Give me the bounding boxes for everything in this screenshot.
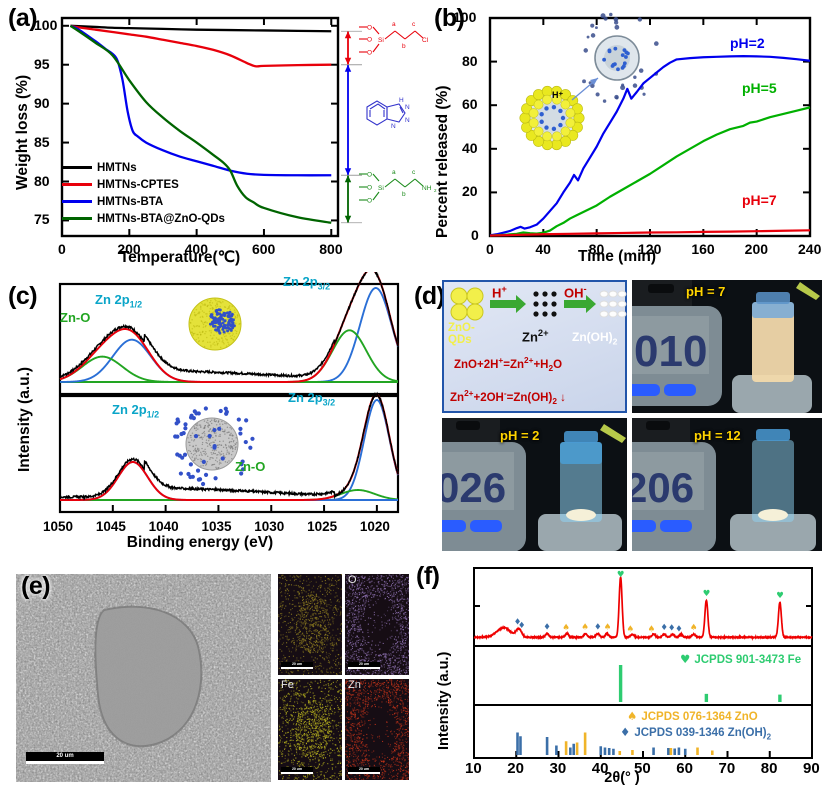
scheme-equation-1: ZnO+2H+=Zn2++H2O — [454, 356, 562, 373]
svg-text:O: O — [367, 198, 372, 205]
annotation-ph5: pH=5 — [742, 80, 777, 96]
panel-a-legend: HMTNs HMTNs-CPTES HMTNs-BTA HMTNs-BTA@ZnO-Q… — [62, 161, 225, 229]
panel-b-xlabel: Time (min) — [492, 248, 742, 266]
annotation-hplus: H⁺ — [552, 90, 563, 101]
legend-label: HMTNs-BTA — [97, 196, 163, 208]
legend-text: JCPDS 901-3473 Fe — [694, 654, 801, 666]
peak-label-zn2p12-bottom: Zn 2p1/2 — [112, 402, 159, 420]
legend-marker-icon: ♦ — [620, 725, 634, 739]
panel-a-legend-item: HMTNs-BTA@ZnO-QDs — [62, 212, 225, 225]
panel-c-xlabel: Binding energy (eV) — [50, 534, 350, 552]
legend-swatch — [62, 217, 92, 220]
panel-a-legend-item: HMTNs — [62, 161, 225, 174]
svg-text:N: N — [391, 123, 396, 130]
panel-a: (a) Weight loss (%) HMTNs HMTNs-CPTES HMTN… — [0, 0, 415, 272]
eds-map-O: O 20 um — [345, 574, 409, 675]
legend-marker-icon: ♠ — [627, 709, 641, 723]
panel-a-legend-item: HMTNs-CPTES — [62, 178, 225, 191]
svg-text:010: 010 — [634, 327, 707, 376]
peak-label-zn2p32-top: Zn 2p3/2 — [283, 274, 330, 292]
panel-d: (d) — [412, 276, 825, 558]
photo-ph2-label: pH = 2 — [500, 428, 539, 443]
svg-text:Si: Si — [378, 185, 384, 192]
eds-map-Fe: Fe 20 um — [278, 679, 342, 780]
peak-label-zno-bottom: Zn-O — [235, 459, 265, 474]
panel-f-plot: ♦♦ ♦ ♠ ♠ ♦ ♠♥♠ ♠ ♦ ♦ ♦ ♠♥ ♥ — [412, 560, 825, 793]
svg-text:a: a — [392, 21, 396, 28]
eds-map-Zn: Zn 20 um — [345, 679, 409, 780]
sem-graphic — [16, 574, 271, 782]
legend-label: HMTNs-CPTES — [97, 179, 179, 191]
legend-znoh2: ♦ JCPDS 039-1346 Zn(OH)2 — [620, 725, 771, 741]
scheme-hplus-label: H+ — [492, 284, 507, 300]
svg-text:O: O — [367, 50, 372, 57]
photo-ph12: 206 pH = 12 — [632, 418, 822, 551]
svg-text:N: N — [405, 117, 410, 124]
peak-label-zn2p12-top: Zn 2p1/2 — [95, 292, 142, 310]
scheme-zn2plus-label: Zn2+ — [522, 328, 549, 344]
panel-f-xlabel-text: 2θ(° ) — [604, 770, 639, 786]
scheme-znoh2-label: Zn(OH)2 — [572, 330, 617, 346]
eds-map-overlay: 20 um — [278, 574, 342, 675]
panel-d-label: (d) — [414, 282, 444, 311]
svg-text:N: N — [405, 104, 410, 111]
svg-text:b: b — [402, 191, 406, 198]
legend-label: HMTNs — [97, 162, 137, 174]
photo-ph2: 026 pH = 2 — [442, 418, 627, 551]
svg-text:Si: Si — [378, 37, 384, 44]
eds-map-label: Fe — [281, 679, 294, 691]
legend-text: JCPDS 076-1364 ZnO — [641, 711, 757, 723]
scheme-ohminus-label: OH- — [564, 284, 587, 300]
panel-d-scheme: H+ OH- ZnO- QDs Zn2+ Zn(OH)2 ZnO+2H+=Zn2+… — [442, 280, 627, 413]
legend-fe: ♥ JCPDS 901-3473 Fe — [680, 652, 801, 666]
panel-e: (e) 20 um 20 um O 20 um Fe 20 um Zn 20 um — [0, 560, 412, 793]
eds-map-label: Zn — [348, 679, 361, 691]
photo-ph7-graphic: 010 — [632, 280, 822, 413]
svg-text:206: 206 — [632, 464, 694, 511]
legend-swatch — [62, 200, 92, 203]
eds-map-label: O — [348, 574, 357, 586]
svg-text:a: a — [392, 169, 396, 176]
svg-text:O: O — [367, 25, 372, 32]
peak-label-zno-top: Zn-O — [60, 310, 90, 325]
legend-swatch — [62, 166, 92, 169]
panel-f: (f) Intensity (a.u.) ♦ ♦ ♦ ♠ ♠ ♦ ♠ ♥ ♠ ♠ ♦ ♦ ♦ ♠ ♥ ♥ 10… — [412, 560, 825, 793]
scheme-equation-2: Zn2++2OH-=Zn(OH)2 ↓ — [450, 389, 566, 406]
svg-text:O: O — [367, 172, 372, 179]
annotation-ph7: pH=7 — [742, 192, 777, 208]
peak-label-zn2p32-bottom: Zn 2p3/2 — [288, 390, 335, 408]
svg-text:O: O — [367, 185, 372, 192]
legend-label: HMTNs-BTA@ZnO-QDs — [97, 213, 225, 225]
svg-text:b: b — [402, 43, 406, 50]
photo-ph12-label: pH = 12 — [694, 428, 741, 443]
panel-e-label: (e) — [21, 574, 50, 601]
panel-f-xlabel: 2θ(° ) — [542, 770, 702, 786]
legend-zno: ♠ JCPDS 076-1364 ZnO — [627, 709, 758, 723]
photo-ph7: 010 pH = 7 — [632, 280, 822, 413]
eds-map-scalebar: 20 um — [281, 767, 313, 774]
svg-text:026: 026 — [442, 464, 506, 511]
eds-map-scalebar: 20 um — [348, 662, 380, 669]
scheme-zno-qds-label: ZnO- QDs — [448, 322, 475, 346]
svg-text:O: O — [367, 37, 372, 44]
eds-map-scalebar: 20 um — [281, 662, 313, 669]
sem-image: (e) 20 um — [16, 574, 271, 782]
eds-map-grid: 20 um O 20 um Fe 20 um Zn 20 um — [278, 574, 410, 782]
sem-scalebar-text: 20 um — [26, 752, 104, 761]
panel-a-xlabel: Temperature(℃) — [55, 248, 305, 267]
legend-swatch — [62, 183, 92, 186]
panel-c: (c) Intensity (a.u.) 1050 1045 1040 1035 103… — [0, 272, 415, 562]
sem-scalebar: 20 um — [26, 752, 104, 764]
svg-text:H: H — [399, 97, 404, 104]
panel-b: (b) Percent released (%) 0 40 80 120 160 200 2… — [412, 0, 825, 272]
photo-ph7-label: pH = 7 — [686, 284, 725, 299]
figure-root: (a) Weight loss (%) HMTNs HMTNs-CPTES HMTN… — [0, 0, 825, 793]
legend-text: JCPDS 039-1346 Zn(OH)2 — [634, 727, 771, 739]
annotation-ph2: pH=2 — [730, 35, 765, 51]
panel-a-legend-item: HMTNs-BTA — [62, 195, 225, 208]
eds-map-scalebar: 20 um — [348, 767, 380, 774]
legend-marker-icon: ♥ — [680, 652, 694, 666]
